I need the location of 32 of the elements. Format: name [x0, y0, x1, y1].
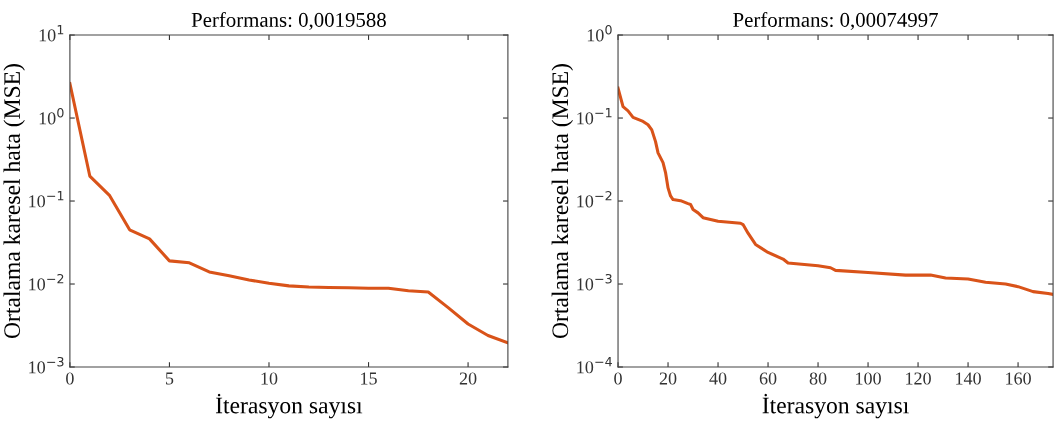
y-tick-label: 10$^{−1}$ [577, 108, 612, 125]
y-tick-label: 10$^{0}$ [587, 25, 612, 42]
x-tick-label: 10 [261, 372, 278, 385]
y-tick-label: 10$^{1}$ [39, 25, 64, 42]
y-tick-label: 10$^{−1}$ [29, 191, 64, 208]
x-axis-title: İterasyon sayısı [762, 393, 909, 419]
x-axis-title: İterasyon sayısı [215, 393, 363, 419]
x-tick-label: 5 [165, 372, 174, 385]
y-tick-label: 10$^{−3}$ [29, 356, 64, 374]
line-series [618, 86, 1054, 296]
x-tick-label: 100 [856, 372, 881, 385]
x-tick-label: 160 [1006, 372, 1031, 385]
y-tick-label: 10$^{−2}$ [577, 190, 612, 208]
chart-title: Performans: 0,0019588 [191, 12, 386, 30]
x-tick-label: 80 [809, 372, 827, 385]
x-tick-label: 140 [956, 372, 981, 385]
x-tick-label: 0 [66, 372, 74, 385]
y-tick-label: 10$^{−4}$ [577, 357, 612, 374]
chart-title: Performans: 0,00074997 [733, 12, 938, 30]
y-tick-label: 10$^{−3}$ [577, 273, 612, 291]
y-axis-title: Ortalama karesel hata (MSE) [551, 64, 574, 339]
x-tick-label: 40 [709, 372, 727, 385]
x-tick-label: 20 [659, 372, 677, 385]
x-tick-label: 120 [906, 372, 931, 385]
line-series [69, 82, 508, 345]
x-tick-label: 15 [361, 372, 377, 385]
x-tick-label: 0 [614, 372, 622, 385]
y-axis-title: Ortalama karesel hata (MSE) [3, 64, 25, 339]
y-tick-label: 10$^{−2}$ [29, 273, 64, 291]
y-tick-label: 10$^{0}$ [39, 107, 64, 125]
x-tick-label: 20 [459, 372, 477, 385]
x-tick-label: 60 [759, 372, 777, 385]
